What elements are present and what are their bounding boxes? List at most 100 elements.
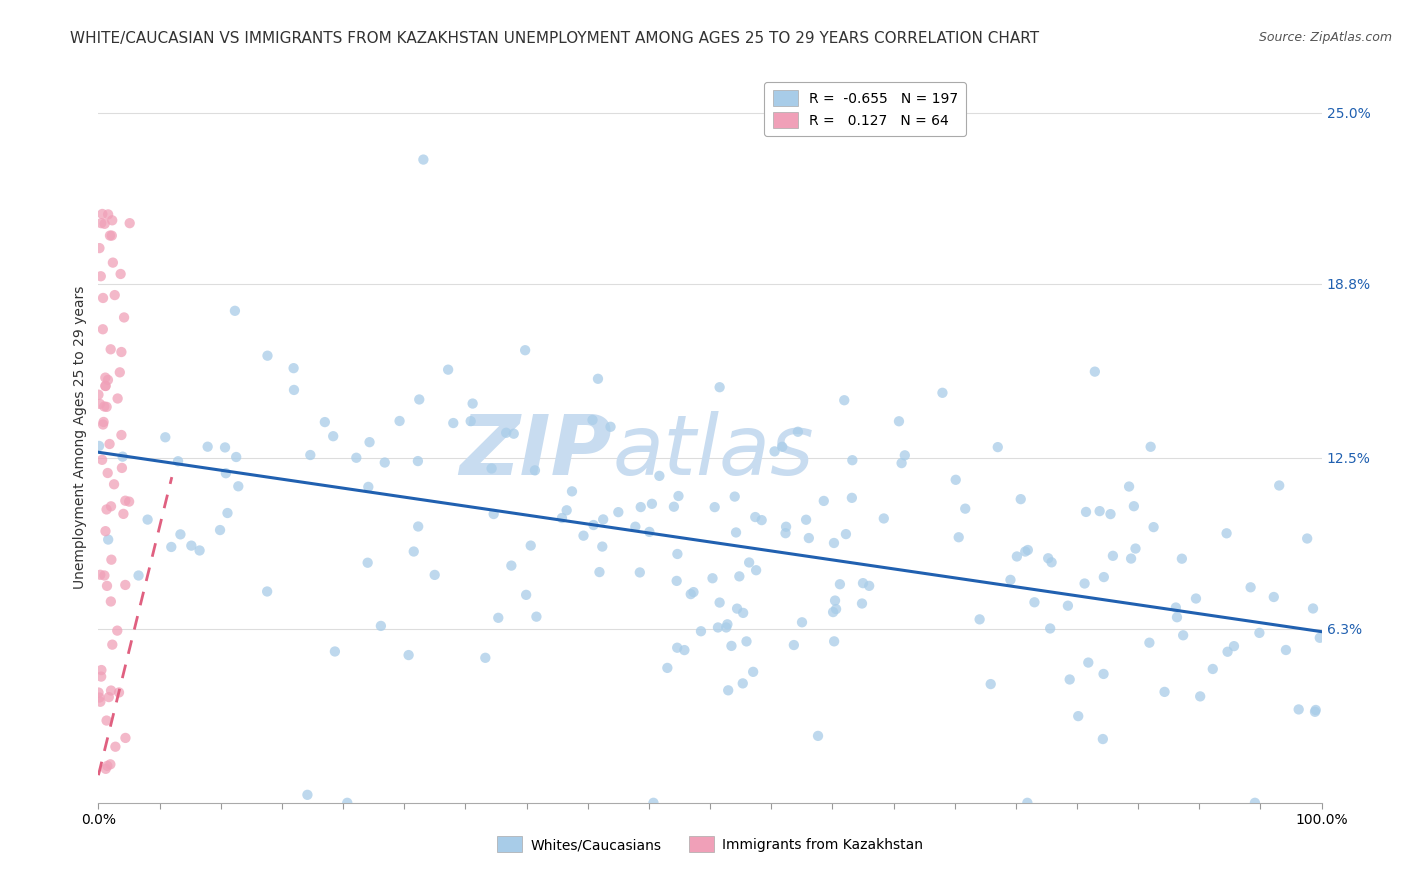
Point — [1092, 570, 1115, 584]
Point — [1084, 365, 1107, 379]
Point — [1137, 636, 1160, 650]
Point — [628, 566, 651, 580]
Point — [1039, 622, 1062, 636]
Point — [828, 577, 851, 591]
Point — [775, 520, 797, 534]
Point — [93, 415, 115, 429]
Text: atlas: atlas — [612, 411, 814, 492]
Point — [1305, 703, 1327, 717]
Point — [1296, 532, 1319, 546]
Point — [581, 413, 603, 427]
Point — [515, 588, 537, 602]
Point — [1077, 656, 1099, 670]
Point — [1166, 610, 1188, 624]
Point — [100, 552, 122, 566]
Point — [1010, 492, 1032, 507]
Point — [666, 640, 689, 655]
Point — [474, 650, 496, 665]
Point — [89, 690, 111, 705]
Text: ZIP: ZIP — [460, 411, 612, 492]
Point — [630, 500, 652, 514]
Point — [1288, 702, 1310, 716]
Point — [1000, 573, 1022, 587]
Point — [682, 585, 704, 599]
Point — [118, 494, 141, 508]
Point — [1005, 549, 1028, 564]
Point — [388, 414, 411, 428]
Point — [1040, 555, 1063, 569]
Point — [357, 480, 380, 494]
Point — [359, 435, 381, 450]
Point — [835, 527, 858, 541]
Point — [1073, 576, 1095, 591]
Point — [624, 519, 647, 533]
Point — [823, 605, 845, 619]
Point — [690, 624, 713, 639]
Point — [823, 634, 845, 648]
Point — [481, 461, 503, 475]
Point — [735, 634, 758, 648]
Point — [437, 362, 460, 376]
Point — [96, 714, 118, 728]
Point — [717, 683, 740, 698]
Point — [1153, 685, 1175, 699]
Point — [226, 479, 249, 493]
Point — [370, 619, 392, 633]
Point — [101, 255, 124, 269]
Point — [887, 414, 910, 428]
Text: WHITE/CAUCASIAN VS IMMIGRANTS FROM KAZAKHSTAN UNEMPLOYMENT AMONG AGES 25 TO 29 Y: WHITE/CAUCASIAN VS IMMIGRANTS FROM KAZAK… — [70, 31, 1039, 46]
Point — [707, 620, 730, 634]
Point — [398, 648, 420, 662]
Point — [1302, 601, 1324, 615]
Point — [720, 639, 742, 653]
Point — [103, 477, 125, 491]
Point — [980, 677, 1002, 691]
Point — [665, 574, 688, 588]
Point — [91, 417, 114, 432]
Point — [731, 676, 754, 690]
Point — [648, 468, 671, 483]
Point — [724, 525, 747, 540]
Point — [775, 526, 797, 541]
Point — [502, 426, 524, 441]
Point — [582, 518, 605, 533]
Point — [97, 690, 120, 704]
Point — [118, 216, 141, 230]
Point — [336, 796, 359, 810]
Point — [93, 217, 115, 231]
Point — [96, 759, 118, 773]
Point — [101, 638, 124, 652]
Point — [858, 579, 880, 593]
Point — [87, 439, 110, 453]
Point — [128, 568, 150, 582]
Point — [1119, 551, 1142, 566]
Point — [1309, 631, 1331, 645]
Point — [1142, 520, 1164, 534]
Point — [299, 448, 322, 462]
Point — [114, 578, 136, 592]
Point — [987, 440, 1010, 454]
Point — [1164, 600, 1187, 615]
Point — [110, 345, 132, 359]
Point — [526, 609, 548, 624]
Point — [931, 385, 953, 400]
Point — [948, 530, 970, 544]
Point — [657, 661, 679, 675]
Point — [89, 695, 111, 709]
Point — [97, 373, 120, 387]
Point — [374, 456, 396, 470]
Legend: Whites/Caucasians, Immigrants from Kazakhstan: Whites/Caucasians, Immigrants from Kazak… — [491, 830, 929, 858]
Point — [551, 511, 574, 525]
Point — [105, 624, 128, 638]
Point — [93, 568, 115, 582]
Point — [160, 540, 183, 554]
Point — [423, 568, 446, 582]
Point — [112, 310, 135, 325]
Point — [356, 556, 378, 570]
Point — [1216, 645, 1239, 659]
Point — [91, 291, 114, 305]
Point — [787, 425, 810, 439]
Point — [807, 729, 830, 743]
Point — [1223, 639, 1246, 653]
Point — [100, 683, 122, 698]
